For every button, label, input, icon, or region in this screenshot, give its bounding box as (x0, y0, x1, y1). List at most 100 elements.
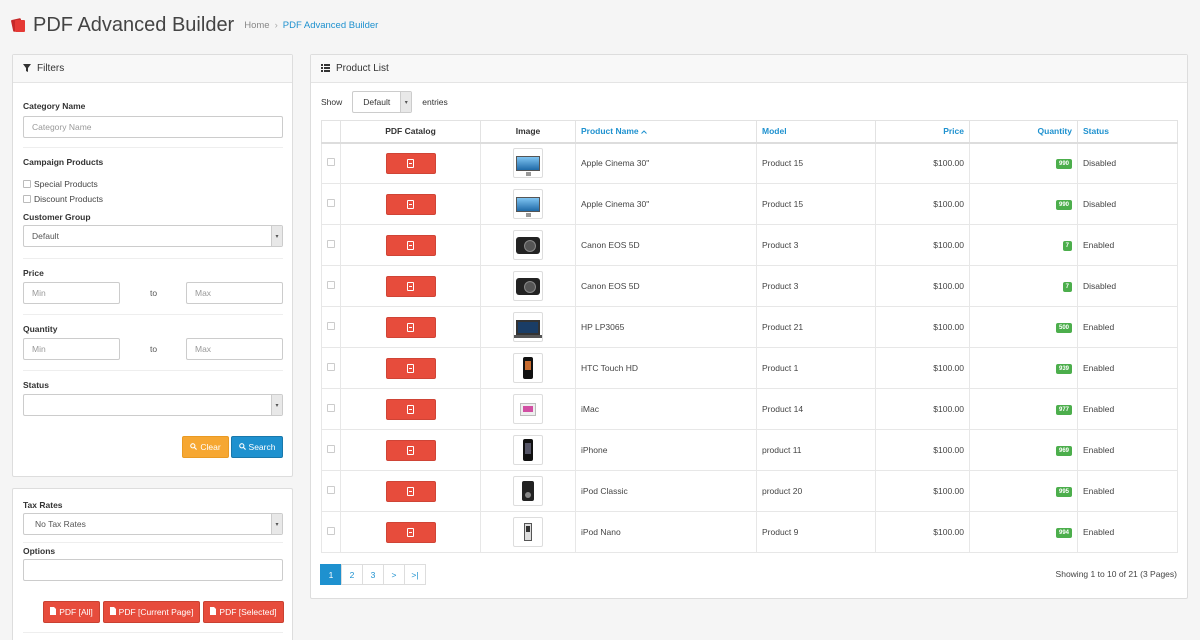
options-input[interactable] (23, 559, 283, 581)
row-checkbox[interactable] (327, 199, 335, 207)
row-checkbox[interactable] (327, 281, 335, 289)
model-cell: Product 1 (756, 347, 876, 389)
search-button[interactable]: Search (231, 436, 283, 458)
page-link[interactable]: 2 (341, 564, 363, 585)
model-cell: product 11 (756, 429, 876, 471)
category-name-input[interactable]: Category Name (23, 116, 283, 138)
imac-thumbnail (520, 402, 536, 416)
pdf-file-icon (50, 607, 57, 617)
pdf-selected-button[interactable]: PDF [Selected] (203, 601, 284, 623)
quantity-min-input[interactable]: Min (23, 338, 120, 360)
divider (23, 370, 283, 371)
column-header-status[interactable]: Status (1077, 120, 1178, 144)
breadcrumb-home[interactable]: Home (244, 19, 270, 31)
price-cell: $100.00 (875, 511, 970, 553)
pdf-file-icon (210, 607, 217, 617)
page-link[interactable]: 1 (320, 564, 342, 585)
product-thumbnail (513, 271, 543, 301)
camera-thumbnail (516, 236, 540, 254)
quantity-cell: 969 (969, 429, 1078, 471)
product-list-panel: Product List Show Default ▾ entries PDF … (310, 54, 1188, 599)
quantity-badge: 990 (1055, 159, 1072, 170)
sort-asc-icon (641, 126, 647, 136)
camera-thumbnail (516, 277, 540, 295)
image-cell (480, 470, 576, 512)
tax-rates-value: No Tax Rates (35, 519, 86, 529)
price-label: Price (23, 268, 44, 278)
customer-group-select[interactable]: Default ▾ (23, 225, 283, 247)
pdf-file-icon (407, 322, 414, 332)
row-checkbox-cell (321, 265, 341, 307)
quantity-badge: 7 (1062, 241, 1072, 251)
pdf-catalog-button[interactable] (385, 398, 436, 420)
price-min-input[interactable]: Min (23, 282, 120, 304)
pdf-catalog-button[interactable] (385, 152, 436, 174)
pdf-catalog-button[interactable] (385, 521, 436, 543)
status-cell: Enabled (1077, 429, 1178, 471)
row-checkbox[interactable] (327, 240, 335, 248)
price-max-input[interactable]: Max (186, 282, 283, 304)
pdf-file-icon (407, 404, 414, 414)
caret-down-icon: ▾ (271, 514, 282, 534)
page-link[interactable]: >| (404, 564, 426, 585)
quantity-cell: 990 (969, 183, 1078, 225)
pdf-catalog-button[interactable] (385, 316, 436, 338)
pdf-catalog-button[interactable] (385, 193, 436, 215)
entries-select[interactable]: Default ▾ (352, 91, 413, 113)
product-thumbnail (513, 148, 543, 179)
quantity-badge: 995 (1055, 487, 1072, 497)
row-checkbox[interactable] (327, 527, 335, 535)
image-cell (480, 429, 576, 471)
customer-group-label: Customer Group (23, 212, 91, 222)
pdf-current-page-button[interactable]: PDF [Current Page] (103, 601, 200, 623)
product-thumbnail (513, 230, 543, 260)
row-checkbox[interactable] (327, 158, 335, 167)
column-header-model[interactable]: Model (756, 120, 876, 144)
pdf-catalog-button[interactable] (385, 234, 436, 256)
row-checkbox-cell (321, 224, 341, 266)
column-header-product-name[interactable]: Product Name (575, 120, 757, 144)
pdf-cell (340, 511, 481, 553)
campaign-label: Campaign Products (23, 157, 104, 167)
table-row: HTC Touch HD Product 1 $100.00 939 Enabled (321, 347, 1178, 389)
row-checkbox-cell (321, 470, 341, 512)
table-row: iPod Nano Product 9 $100.00 994 Enabled (321, 511, 1178, 553)
pdf-catalog-button[interactable] (385, 439, 436, 461)
table-row: iPhone product 11 $100.00 969 Enabled (321, 429, 1178, 471)
pdf-all-button[interactable]: PDF [All] (43, 601, 100, 623)
clear-button[interactable]: Clear (182, 436, 229, 458)
quantity-max-input[interactable]: Max (186, 338, 283, 360)
discount-products-label: Discount Products (34, 194, 103, 204)
pdf-cell (340, 183, 481, 225)
product-name-cell: Apple Cinema 30" (575, 183, 757, 225)
divider (23, 147, 283, 148)
row-checkbox[interactable] (327, 445, 335, 453)
column-header-price[interactable]: Price (875, 120, 970, 144)
pdf-cell (340, 142, 481, 184)
tax-rates-select[interactable]: No Tax Rates ▾ (23, 513, 283, 535)
pagination: 1 2 3 > >| (320, 564, 426, 585)
pdf-cell (340, 306, 481, 348)
special-products-checkbox[interactable]: Special Products (23, 179, 98, 189)
row-checkbox[interactable] (327, 404, 335, 412)
product-thumbnail (513, 312, 543, 342)
product-thumbnail (513, 476, 543, 506)
page-link[interactable]: > (383, 564, 405, 585)
quantity-cell: 995 (969, 470, 1078, 512)
row-checkbox[interactable] (327, 322, 335, 330)
row-checkbox-cell (321, 429, 341, 471)
divider (23, 314, 283, 315)
page-header: PDF Advanced Builder Home › PDF Advanced… (10, 10, 379, 40)
pdf-cell (340, 224, 481, 266)
row-checkbox[interactable] (327, 486, 335, 494)
nano-thumbnail (524, 523, 532, 541)
status-select[interactable]: ▾ (23, 394, 283, 416)
column-header-quantity[interactable]: Quantity (969, 120, 1078, 144)
breadcrumb-current[interactable]: PDF Advanced Builder (282, 19, 379, 31)
page-link[interactable]: 3 (362, 564, 384, 585)
pdf-catalog-button[interactable] (385, 357, 436, 379)
pdf-catalog-button[interactable] (385, 480, 436, 502)
row-checkbox[interactable] (327, 363, 335, 371)
pdf-catalog-button[interactable] (385, 275, 436, 297)
discount-products-checkbox[interactable]: Discount Products (23, 194, 103, 204)
